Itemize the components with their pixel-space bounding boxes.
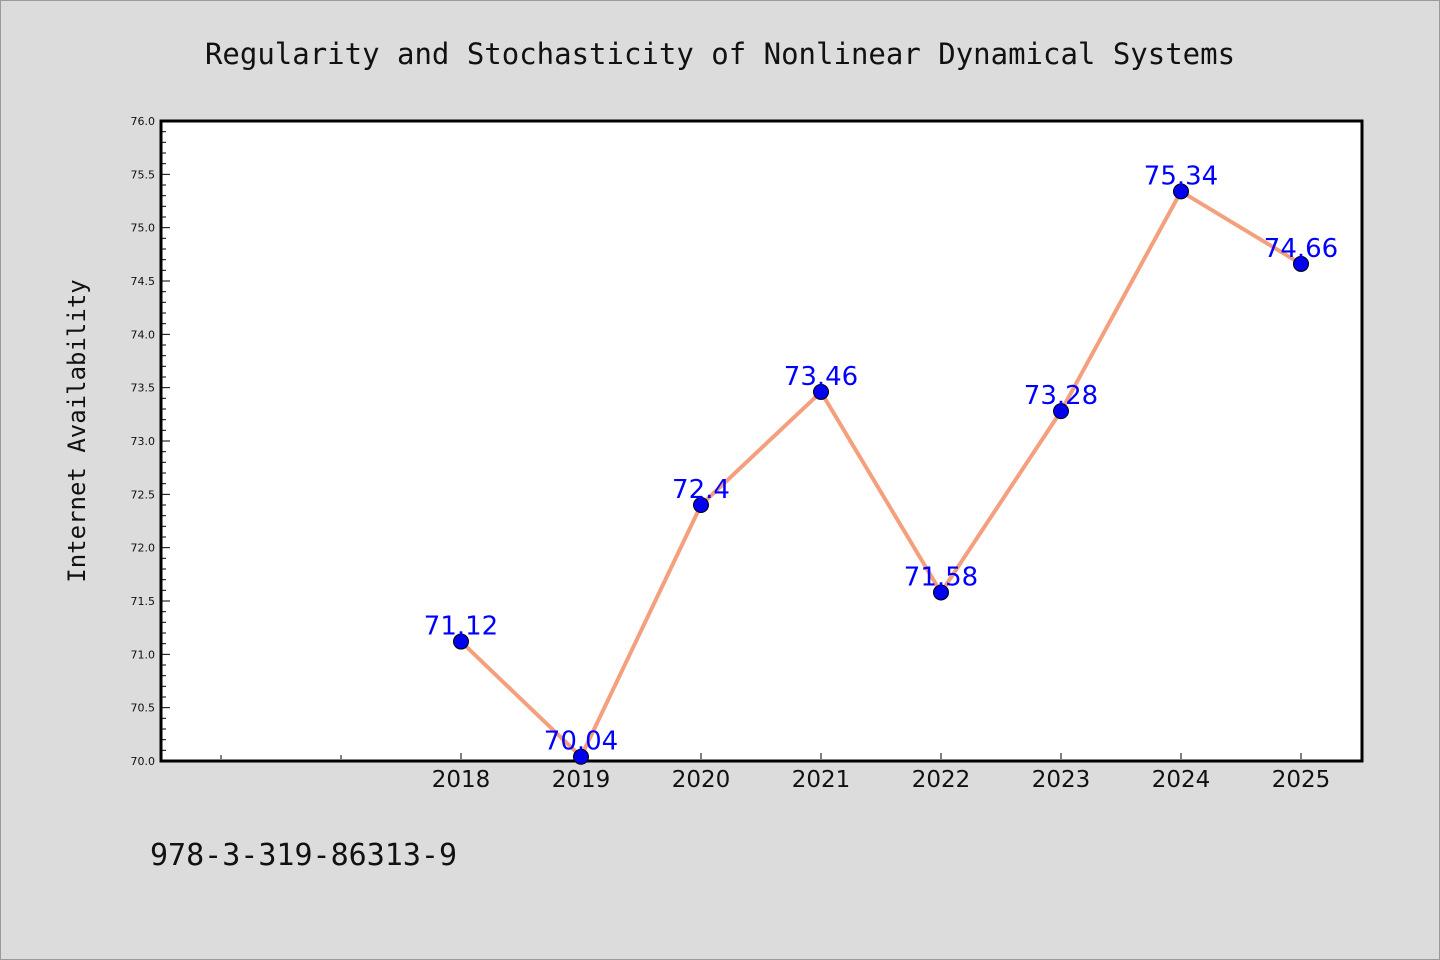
data-label: 72.4 — [672, 475, 730, 505]
data-label: 74.66 — [1264, 234, 1338, 264]
x-tick-label: 2019 — [552, 767, 611, 793]
y-tick-label: 74.0 — [131, 328, 156, 341]
y-tick-label: 72.0 — [131, 542, 156, 555]
y-tick-label: 72.5 — [131, 488, 156, 501]
y-tick-label: 70.0 — [131, 755, 156, 768]
x-tick-label: 2025 — [1272, 767, 1331, 793]
data-point — [1053, 403, 1069, 420]
series-line — [459, 189, 1303, 759]
data-point — [1293, 255, 1309, 272]
y-tick-label: 70.5 — [131, 702, 156, 715]
data-label: 70.04 — [544, 727, 618, 757]
series-group: 71.12 70.04 72.4 73.46 71.58 73.28 75.34 74.66 — [424, 161, 1338, 765]
x-tick-label: 2020 — [672, 767, 731, 793]
data-label: 71.12 — [424, 612, 498, 642]
y-axis-label: Internet Availability — [63, 279, 91, 582]
x-tick-label: 2021 — [792, 767, 851, 793]
data-point — [1173, 183, 1189, 200]
y-tick-label: 73.0 — [131, 435, 156, 448]
data-label: 75.34 — [1144, 161, 1218, 191]
x-tick-label: 2023 — [1032, 767, 1091, 793]
data-point — [813, 383, 829, 400]
x-tick-label: 2022 — [912, 767, 971, 793]
footer-isbn: 978-3-319-86313-9 — [150, 838, 457, 873]
data-label: 71.58 — [904, 562, 978, 592]
y-minor-ticks — [161, 131, 166, 751]
data-point — [573, 748, 589, 765]
data-label: 73.46 — [784, 362, 858, 392]
y-tick-label: 71.0 — [131, 648, 156, 661]
data-label: 73.28 — [1024, 381, 1098, 411]
data-point — [453, 633, 469, 650]
x-tick-label: 2018 — [432, 767, 491, 793]
y-tick-label: 73.5 — [131, 382, 156, 395]
data-point — [933, 584, 949, 601]
plot-area — [159, 119, 1364, 763]
data-point — [693, 497, 709, 513]
x-axis-ticks: 2018 2019 2020 2021 2022 2023 2024 2025 — [220, 753, 1331, 793]
y-tick-label: 76.0 — [131, 115, 156, 128]
y-axis-ticks: 70.0 70.5 71.0 71.5 72.0 72.5 73.0 73.5 74.0 74.5… — [131, 115, 170, 768]
y-tick-label: 75.0 — [131, 222, 156, 235]
y-tick-label: 74.5 — [131, 275, 156, 288]
y-tick-label: 75.5 — [131, 168, 156, 181]
y-tick-label: 71.5 — [131, 595, 156, 608]
x-tick-label: 2024 — [1152, 767, 1211, 793]
chart-title: Regularity and Stochasticity of Nonlinea… — [205, 37, 1235, 71]
